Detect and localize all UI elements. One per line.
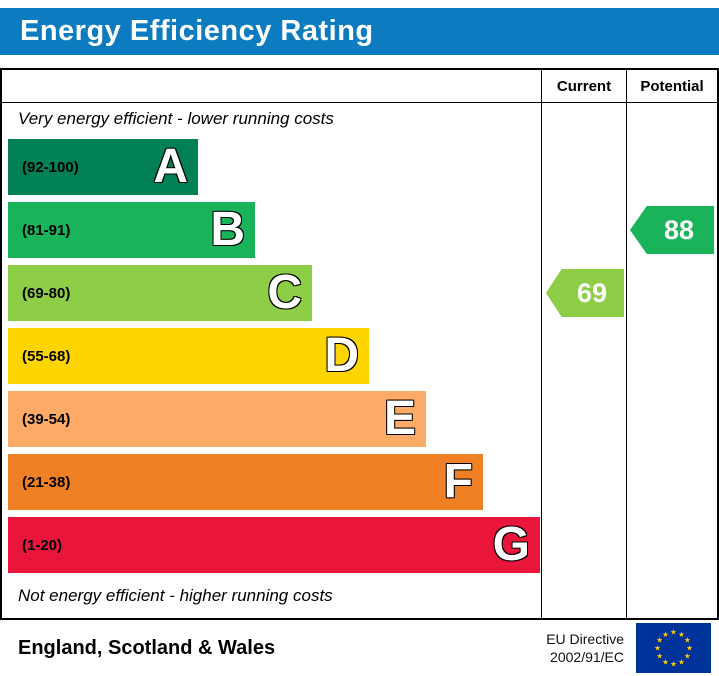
potential-rating-arrow: 88 [630, 206, 714, 254]
band-letter-label: E [383, 392, 416, 445]
band-letter-label: B [210, 203, 245, 256]
page-title: Energy Efficiency Rating [20, 15, 374, 47]
current-rating-arrow: 69 [546, 269, 624, 317]
band-range-label: (69-80) [22, 284, 71, 302]
eu-flag-icon: ★ ★★★★★★★★★★★ [636, 623, 711, 673]
band-letter-label: F [443, 455, 473, 508]
region-label: England, Scotland & Wales [18, 636, 276, 659]
eu-flag-star: ★ [684, 652, 691, 661]
potential-column: 88 [626, 103, 717, 618]
eu-flag-star: ★ [678, 630, 685, 639]
band-letter-label: G [492, 518, 530, 571]
bottom-note: Not energy efficient - higher running co… [18, 586, 333, 605]
chart-body: Very energy efficient - lower running co… [2, 103, 717, 618]
band-range-label: (55-68) [22, 347, 71, 365]
title-bar: Energy Efficiency Rating [0, 8, 719, 55]
eu-flag-background [636, 623, 711, 673]
eu-directive-text: EU Directive 2002/91/EC [546, 630, 624, 666]
current-column: 69 [541, 103, 626, 618]
rating-band-bar: (92-100) A [8, 139, 198, 195]
rating-band-bar: (1-20) G [8, 517, 540, 573]
eu-flag-star: ★ [670, 660, 677, 669]
band-range-label: (21-38) [22, 473, 71, 491]
rating-band-bar: (81-91) B [8, 202, 255, 258]
potential-rating-value: 88 [663, 214, 695, 245]
eu-flag-star: ★ [670, 628, 677, 637]
band-range-label: (81-91) [22, 221, 71, 239]
top-note: Very energy efficient - lower running co… [18, 109, 334, 128]
band-range-label: (92-100) [22, 158, 79, 176]
current-rating-value: 69 [576, 277, 608, 308]
potential-column-header: Potential [626, 70, 717, 102]
eu-flag-star: ★ [686, 644, 693, 653]
energy-efficiency-chart: Current Potential Very energy efficient … [0, 68, 719, 620]
eu-flag-star: ★ [678, 658, 685, 667]
band-range-label: (1-20) [22, 536, 63, 554]
band-letter-label: A [153, 140, 188, 193]
eu-flag-star: ★ [654, 644, 661, 653]
rating-band-bar: (55-68) D [8, 328, 369, 384]
eu-flag-star: ★ [656, 636, 663, 645]
bands-region: Very energy efficient - lower running co… [2, 103, 541, 618]
eu-flag-star: ★ [662, 630, 669, 639]
rating-band-bar: (69-80) C [8, 265, 312, 321]
header-spacer [2, 70, 541, 102]
eu-flag-star: ★ [662, 658, 669, 667]
eu-directive-line1: EU Directive [546, 630, 624, 647]
band-letter-label: C [267, 266, 302, 319]
chart-header-row: Current Potential [2, 70, 717, 103]
band-letter-label: D [324, 329, 359, 382]
footer: England, Scotland & Wales EU Directive 2… [0, 620, 719, 676]
bands-container: (92-100) A (81-91) B (69-80) C (55-68) D… [2, 139, 541, 573]
eu-directive-line2: 2002/91/EC [550, 649, 624, 665]
rating-band-bar: (39-54) E [8, 391, 426, 447]
band-range-label: (39-54) [22, 410, 71, 428]
eu-flag-star: ★ [656, 652, 663, 661]
current-column-header: Current [541, 70, 626, 102]
eu-flag-star: ★ [684, 636, 691, 645]
rating-band-bar: (21-38) F [8, 454, 483, 510]
